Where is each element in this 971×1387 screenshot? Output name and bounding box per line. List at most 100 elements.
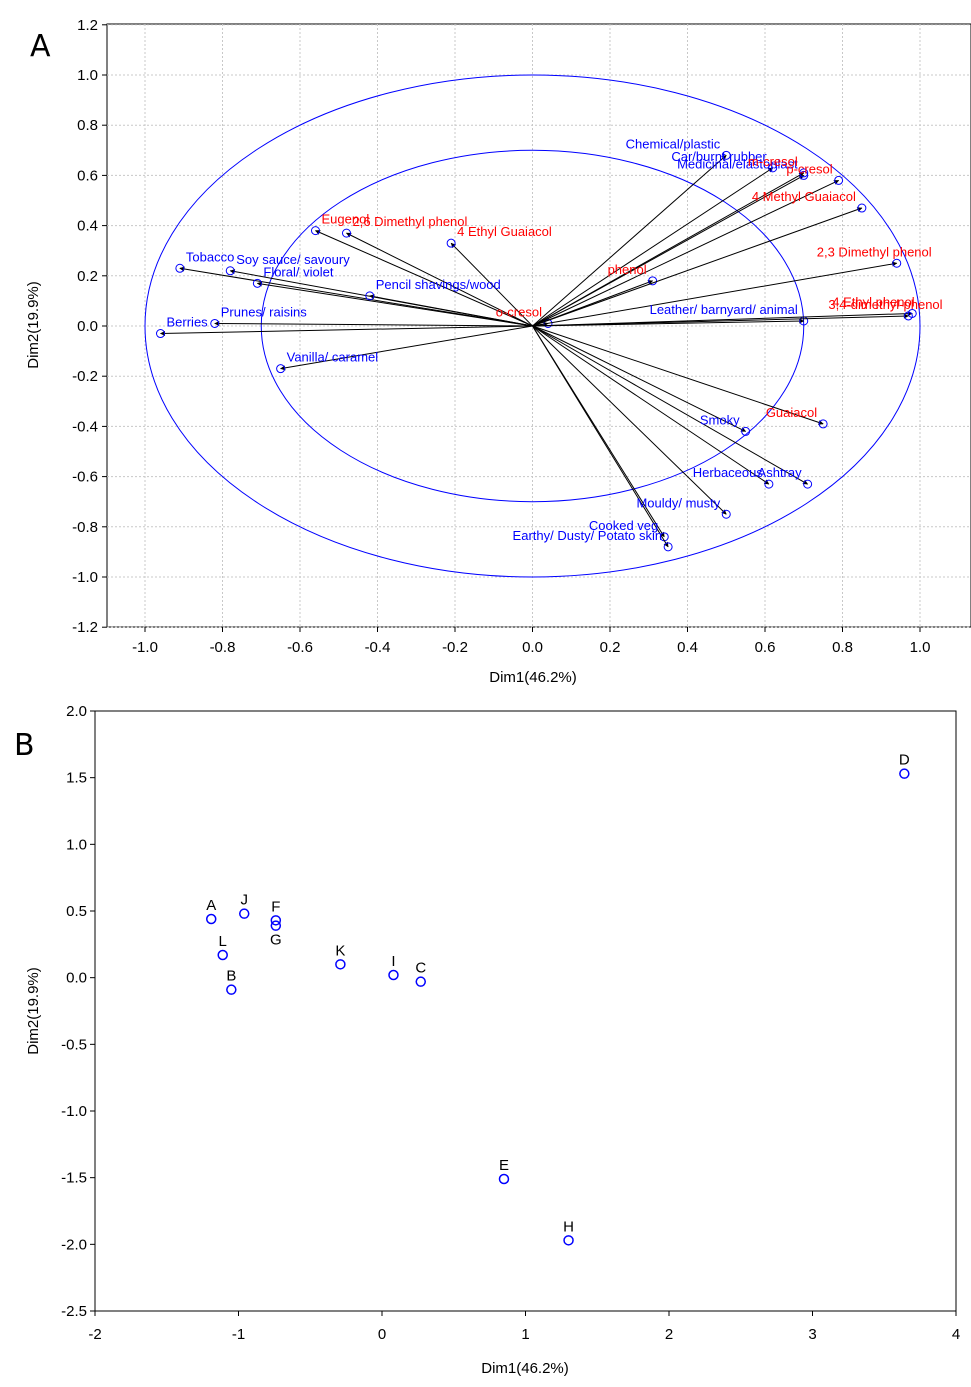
panel-b-x-tick-label: -1	[232, 1326, 245, 1343]
panel-b-y-tick-label: 0.5	[66, 903, 87, 920]
arrow-ashtray	[532, 325, 809, 485]
panel-a-x-ticks: -1.0 -0.8 -0.6 -0.4 -0.2 0.0 0.2 0.4 0.6 0.8 1.0	[132, 627, 930, 656]
point-l	[217, 949, 228, 961]
vector-endpoint-floral-violet	[252, 278, 262, 288]
arrow-chemical-plastic	[532, 154, 727, 327]
arrow-eugenol	[315, 230, 533, 327]
panel-a-x-tick-label: -0.2	[442, 639, 468, 656]
panel-a-x-tick-label: -1.0	[132, 639, 158, 656]
panel-b-points: A J FG L B K I C D E H	[205, 752, 910, 1246]
point-label-c: C	[415, 960, 426, 977]
vector-label-smoky: Smoky	[700, 412, 740, 427]
arrow-4-ethyl-guaiacol	[450, 242, 533, 327]
panel-a-y-tick-label: -0.6	[72, 469, 98, 486]
vector-endpoint-chemical-plastic	[721, 150, 731, 160]
vector-endpoint-berries	[156, 329, 165, 339]
panel-b-x-tick-label: 4	[952, 1326, 960, 1343]
vector-endpoint-eugenol	[311, 226, 320, 236]
panel-a-y-tick-label: 0.8	[77, 117, 98, 134]
panel-b-x-tick-label: 2	[665, 1326, 673, 1343]
point-label-a: A	[206, 897, 216, 914]
vector-label-pencil-shavings-wood: Pencil shavings/wood	[376, 277, 501, 292]
point-b	[226, 984, 237, 995]
arrow-prunes-raisins	[214, 321, 533, 327]
vector-label-car-burnt-rubber: Car/burnt rubber	[671, 149, 767, 164]
arrow-floral-violet	[256, 281, 533, 327]
vector-endpoint-4-ethyl-guaiacol	[446, 238, 456, 248]
point-label-b: B	[226, 968, 236, 985]
arrow-car-burnt-rubber	[532, 167, 774, 327]
panel-a-y-tick-label: 1.2	[77, 17, 98, 34]
panel-a-y-tick-label: -0.4	[72, 418, 98, 435]
panel-a-x-tick-label: 0.6	[755, 639, 776, 656]
point-label-g: G	[270, 932, 282, 949]
panel-b-y-tick-label: 0.0	[66, 970, 87, 987]
panel-a-y-tick-label: 1.0	[77, 67, 98, 84]
arrow-vanilla-caramel	[280, 325, 533, 371]
point-e	[498, 1173, 510, 1185]
vector-label-4-ethyl-phenol: 4 Ethyl phenol	[832, 294, 915, 309]
panel-a-y-tick-label: -1.2	[72, 619, 98, 636]
vector-label-leather-barnyard-animal: Leather/ barnyard/ animal	[650, 302, 798, 317]
panel-b-x-tick-label: 3	[808, 1326, 816, 1343]
vector-label-prunes-raisins: Prunes/ raisins	[221, 304, 307, 319]
vector-endpoint-2-3-dimethyl-phenol	[892, 258, 902, 268]
vector-endpoint-ashtray	[803, 479, 813, 489]
vector-endpoint-herbaceous	[764, 479, 774, 489]
vector-endpoint-car-burnt-rubber	[768, 163, 778, 173]
vector-label-p-cresol: p-cresol	[786, 161, 832, 176]
panel-a-y-tick-label: -0.8	[72, 519, 98, 536]
panel-a-x-axis-title: Dim1(46.2%)	[489, 669, 577, 686]
point-label-j: J	[240, 892, 248, 909]
panel-b-y-axis-title: Dim2(19.9%)	[25, 967, 42, 1055]
panel-b-score-plot: B -2 -1 0 1 2 3 4 2.0 1.5 1.0 0.5 0.0 -0.5 -1.0 -1.5 -…	[14, 703, 960, 1377]
vector-endpoint-2-6-dimethyl-phenol	[342, 228, 351, 238]
vector-label-earthy-dusty-potato-skin: Earthy/ Dusty/ Potato skin	[513, 528, 663, 543]
panel-a-x-tick-label: 0.0	[522, 639, 543, 656]
point-label-k: K	[335, 942, 345, 959]
vector-label-2-6-dimethyl-phenol: 2,6 Dimethyl phenol	[353, 214, 468, 229]
vector-endpoint-earthy-dusty-potato-skin	[663, 542, 673, 552]
vector-label-eugenol: Eugenol	[322, 212, 370, 227]
vector-endpoint-smoky	[741, 426, 751, 436]
arrow-3-4-dimethyl-phenol	[532, 313, 909, 327]
arrow-herbaceous	[532, 325, 770, 485]
vector-endpoint-m-cresol	[799, 168, 809, 178]
point-a	[205, 913, 217, 925]
panel-a-y-tick-label: 0.4	[77, 218, 98, 235]
arrow-2-6-dimethyl-phenol	[346, 232, 533, 327]
panel-a-x-tick-label: -0.4	[365, 639, 391, 656]
vector-label-cooked-veg: Cooked veg	[589, 518, 658, 533]
panel-a-arrows	[156, 150, 917, 552]
vector-label-mouldy-musty: Mouldy/ musty	[636, 495, 720, 510]
arrow-smoky	[532, 325, 747, 432]
vector-endpoint-guaiacol	[818, 419, 828, 429]
panel-b-y-tick-label: -0.5	[61, 1036, 87, 1053]
point-label-h: H	[563, 1218, 574, 1235]
point-label-f: F	[271, 898, 280, 915]
panel-b-y-tick-label: 1.5	[66, 770, 87, 787]
panel-b-y-tick-label: 1.0	[66, 836, 87, 853]
point-i	[388, 969, 399, 981]
vector-label-4-methyl-guaiacol: 4 Methyl Guaiacol	[752, 189, 856, 204]
panel-a-letter: A	[30, 29, 51, 64]
point-label-d: D	[899, 752, 910, 769]
point-f	[270, 915, 282, 926]
arrow-4-methyl-guaiacol	[532, 207, 863, 327]
arrow-guaiacol	[532, 325, 824, 425]
panel-b-letter: B	[14, 728, 35, 763]
vector-label-4-ethyl-guaiacol: 4 Ethyl Guaiacol	[457, 224, 552, 239]
panel-b-x-ticks: -2 -1 0 1 2 3 4	[88, 1311, 960, 1343]
point-k	[335, 959, 346, 970]
vector-endpoint-mouldy-musty	[721, 509, 731, 519]
vector-label-guaiacol: Guaiacol	[766, 405, 817, 420]
point-c	[415, 976, 426, 987]
point-label-i: I	[391, 953, 395, 970]
panel-b-x-tick-label: 1	[521, 1326, 529, 1343]
panel-a-y-axis-title: Dim2(19.9%)	[25, 281, 42, 369]
panel-a-x-tick-label: 0.2	[600, 639, 621, 656]
panel-a-x-tick-label: -0.6	[287, 639, 313, 656]
